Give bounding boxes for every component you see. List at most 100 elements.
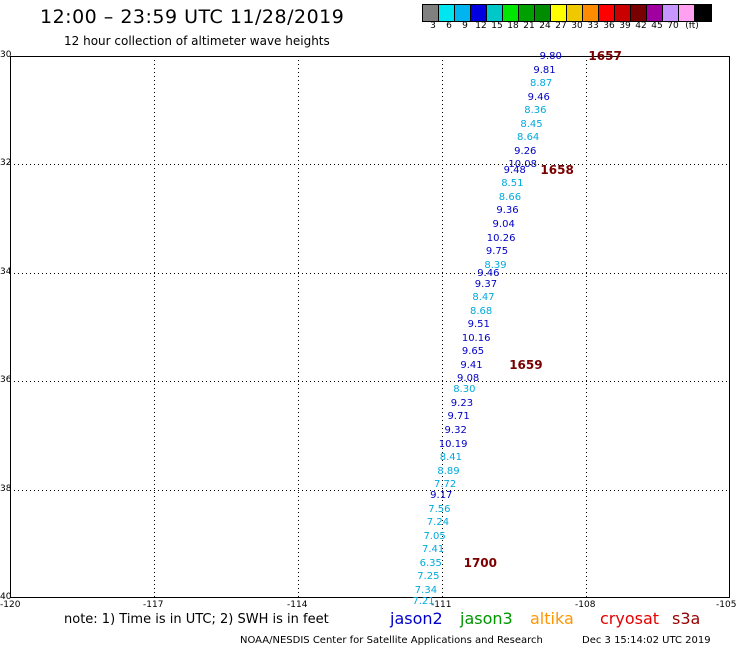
wave-height-value: 9.08: [457, 373, 480, 385]
pass-time-label: 1700: [463, 555, 497, 570]
latitude-label: 34: [0, 266, 12, 277]
wave-height-value: 8.51: [501, 178, 524, 190]
legend-label: 24: [539, 21, 551, 31]
wave-height-value: 7.25: [417, 571, 440, 583]
wave-height-value: 8.66: [498, 191, 522, 203]
longitude-label: -108: [575, 600, 596, 610]
wave-height-value: 9.04: [492, 219, 515, 231]
legend-swatch: [423, 5, 439, 21]
legend-label: 27: [555, 21, 567, 31]
wave-height-value: 9.80: [539, 51, 562, 62]
credit-line: NOAA/NESDIS Center for Satellite Applica…: [240, 635, 543, 646]
wave-height-value: 9.37: [474, 278, 498, 290]
wave-height-value: 8.30: [453, 384, 476, 396]
legend-label: 70: [667, 21, 679, 31]
wave-height-value: 8.36: [524, 105, 547, 117]
legend-swatch: [503, 5, 519, 21]
legend-swatch: [487, 5, 503, 21]
longitude-label: -114: [287, 600, 308, 610]
longitude-label: -111: [431, 600, 452, 610]
map-title: 12:00 – 23:59 UTC 11/28/2019: [40, 6, 345, 28]
wave-height-value: 8.89: [437, 465, 460, 477]
wave-height-value: 10.16: [461, 332, 491, 344]
latitude-label: 32: [0, 158, 12, 169]
satellite-label-jason2: jason2: [390, 609, 443, 628]
wave-height-value: 9.65: [461, 346, 485, 358]
wave-height-value: 9.46: [477, 267, 500, 279]
legend-swatch: [583, 5, 599, 21]
legend-label: 12: [475, 21, 487, 31]
satellite-label-jason3: jason3: [460, 609, 513, 628]
pass-time-label: 1659: [509, 357, 543, 372]
legend-label: 15: [491, 21, 503, 31]
pass-time-label: 1658: [540, 162, 574, 177]
wave-height-value: 7.05: [423, 530, 446, 542]
color-scale-legend: [422, 4, 712, 22]
wave-height-value: 9.41: [460, 359, 483, 371]
wave-height-value: 6.35: [419, 557, 442, 569]
legend-label: (ft): [685, 21, 699, 31]
legend-swatch: [679, 5, 695, 21]
wave-height-value: 9.71: [447, 411, 470, 423]
legend-swatch: [535, 5, 551, 21]
wave-height-value: 9.32: [444, 424, 467, 436]
wave-height-value: 7.24: [426, 517, 450, 529]
wave-height-value: 9.81: [533, 64, 556, 76]
wave-height-value: 9.36: [496, 205, 519, 217]
legend-swatch: [695, 5, 711, 21]
legend-swatch: [663, 5, 679, 21]
wave-height-value: 8.39: [484, 259, 507, 271]
wave-height-value: 9.46: [527, 91, 550, 103]
legend-swatch: [439, 5, 455, 21]
wave-height-value: 8.68: [470, 305, 493, 317]
wave-height-value: 7.72: [434, 479, 457, 491]
wave-height-value: 9.51: [467, 319, 490, 331]
generation-timestamp: Dec 3 15:14:02 UTC 2019: [582, 635, 711, 646]
longitude-label: -105: [716, 600, 737, 610]
legend-swatch: [631, 5, 647, 21]
longitude-label: -117: [143, 600, 164, 610]
legend-label: 39: [619, 21, 631, 31]
map-frame: [10, 56, 730, 598]
wave-height-value: 7.21: [412, 595, 435, 607]
wave-height-value: 8.64: [517, 132, 540, 144]
map-subtitle: 12 hour collection of altimeter wave hei…: [64, 34, 330, 48]
legend-label: 33: [587, 21, 599, 31]
map-plot-area: 30 32 34 36 38 40 -120 -117 -114 -111 -108 -105 9.80…: [0, 50, 736, 611]
legend-label: 18: [507, 21, 519, 31]
legend-label: 45: [651, 21, 663, 31]
legend-swatch: [615, 5, 631, 21]
wave-height-value: 9.23: [450, 397, 474, 409]
legend-label: 42: [635, 21, 647, 31]
wave-height-value: 8.41: [439, 452, 463, 464]
latitude-label: 38: [0, 483, 12, 494]
wave-height-value: 8.47: [472, 292, 495, 304]
legend-swatch: [567, 5, 583, 21]
wave-height-value: 9.17: [430, 490, 453, 502]
legend-label: 30: [571, 21, 583, 31]
wave-height-value: 10.26: [486, 232, 516, 244]
wave-height-value: 7.41: [422, 544, 445, 556]
satellite-label-s3a: s3a: [672, 609, 701, 628]
longitude-label: -120: [0, 600, 21, 610]
legend-swatch: [455, 5, 471, 21]
wave-height-value: 7.56: [428, 503, 451, 515]
satellite-label-altika: altika: [530, 609, 574, 628]
legend-label: 9: [462, 21, 468, 31]
wave-height-value: 8.87: [530, 78, 553, 90]
footer-note: note: 1) Time is in UTC; 2) SWH is in fe…: [64, 612, 329, 627]
legend-label: 36: [603, 21, 615, 31]
satellite-label-cryosat: cryosat: [600, 609, 660, 628]
wave-height-value: 10.19: [438, 438, 468, 450]
legend-label: 6: [446, 21, 452, 31]
legend-swatch: [599, 5, 615, 21]
latitude-label: 36: [0, 375, 12, 386]
legend-swatch: [551, 5, 567, 21]
wave-height-value: 9.26: [514, 145, 537, 157]
latitude-label: 30: [0, 50, 12, 60]
legend-swatch: [647, 5, 663, 21]
legend-label: 21: [523, 21, 535, 31]
wave-height-value: 9.48: [503, 164, 526, 176]
legend-swatch: [519, 5, 535, 21]
legend-label: 3: [430, 21, 436, 31]
